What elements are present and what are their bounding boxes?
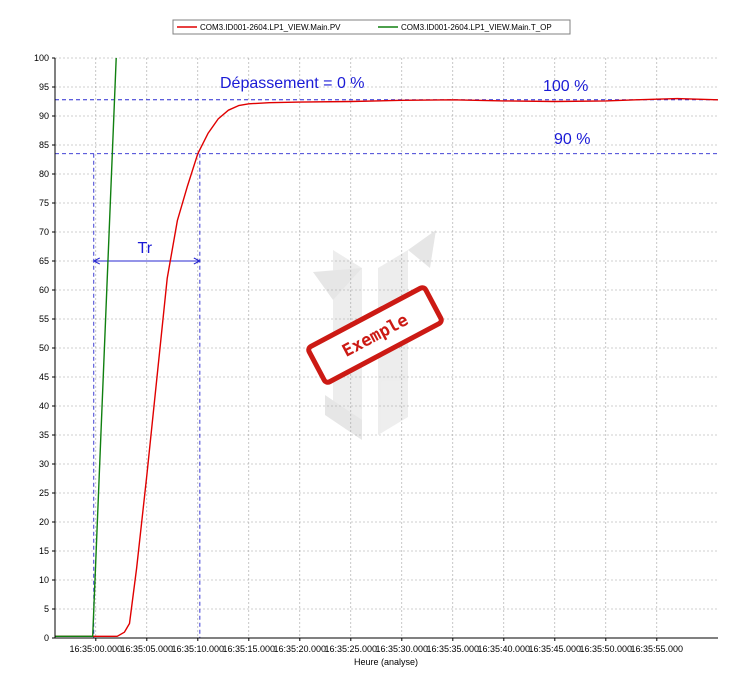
y-tick-label: 90 <box>39 111 49 121</box>
watermark-shape-left-upper <box>313 268 362 300</box>
watermark-logo <box>313 230 436 440</box>
x-tick-label: 16:35:40.000 <box>478 644 531 654</box>
legend-label-op: COM3.ID001-2604.LP1_VIEW.Main.T_OP <box>401 23 552 32</box>
x-tick-label: 16:35:20.000 <box>274 644 327 654</box>
y-tick-label: 95 <box>39 82 49 92</box>
x-tick-label: 16:35:45.000 <box>529 644 582 654</box>
level-90-label: 90 % <box>554 131 590 148</box>
y-tick-label: 25 <box>39 488 49 498</box>
y-tick-label: 75 <box>39 198 49 208</box>
y-tick-label: 5 <box>44 604 49 614</box>
guides <box>55 99 718 638</box>
y-tick-label: 0 <box>44 633 49 643</box>
y-tick-label: 65 <box>39 256 49 266</box>
x-tick-label: 16:35:55.000 <box>631 644 684 654</box>
x-tick-label: 16:35:30.000 <box>376 644 429 654</box>
stamp-border <box>306 285 444 385</box>
legend-label-pv: COM3.ID001-2604.LP1_VIEW.Main.PV <box>200 23 341 32</box>
tr-arrow-head-right <box>193 257 201 265</box>
x-tick-label: 16:35:35.000 <box>427 644 480 654</box>
overshoot-label: Dépassement = 0 % <box>220 75 365 92</box>
y-tick-label: 85 <box>39 140 49 150</box>
x-axis-label: Heure (analyse) <box>354 657 418 667</box>
watermark-shape-right-upper <box>408 230 436 268</box>
y-tick-label: 100 <box>34 53 49 63</box>
x-tick-label: 16:35:10.000 <box>172 644 225 654</box>
y-tick-label: 60 <box>39 285 49 295</box>
y-tick-label: 80 <box>39 169 49 179</box>
grid <box>55 57 718 638</box>
legend: COM3.ID001-2604.LP1_VIEW.Main.PV COM3.ID… <box>172 19 571 35</box>
y-tick-label: 55 <box>39 314 49 324</box>
x-tick-label: 16:35:05.000 <box>121 644 174 654</box>
annotations: Dépassement = 0 % 100 % 90 % Tr <box>138 75 591 257</box>
series-layer <box>55 57 719 637</box>
y-tick-label: 50 <box>39 343 49 353</box>
y-tick-label: 20 <box>39 517 49 527</box>
rise-time-label: Tr <box>138 240 153 257</box>
x-tick-label: 16:35:00.000 <box>70 644 123 654</box>
y-tick-label: 15 <box>39 546 49 556</box>
watermark-shape-bottom <box>325 395 362 440</box>
legend-box <box>172 19 571 35</box>
x-tick-label: 16:35:50.000 <box>580 644 633 654</box>
axes: 0 5 10 15 20 25 30 35 40 45 50 55 60 65 70 75 80 85 90 95 10… <box>34 53 718 654</box>
y-tick-label: 10 <box>39 575 49 585</box>
y-tick-label: 45 <box>39 372 49 382</box>
y-tick-label: 40 <box>39 401 49 411</box>
y-tick-label: 30 <box>39 459 49 469</box>
level-100-label: 100 % <box>543 78 588 95</box>
x-tick-label: 16:35:25.000 <box>325 644 378 654</box>
series-line-pv <box>55 97 719 637</box>
tr-arrow-head-left <box>92 257 100 265</box>
x-tick-label: 16:35:15.000 <box>223 644 276 654</box>
y-tick-label: 35 <box>39 430 49 440</box>
y-tick-label: 70 <box>39 227 49 237</box>
series-line-op <box>55 57 117 637</box>
